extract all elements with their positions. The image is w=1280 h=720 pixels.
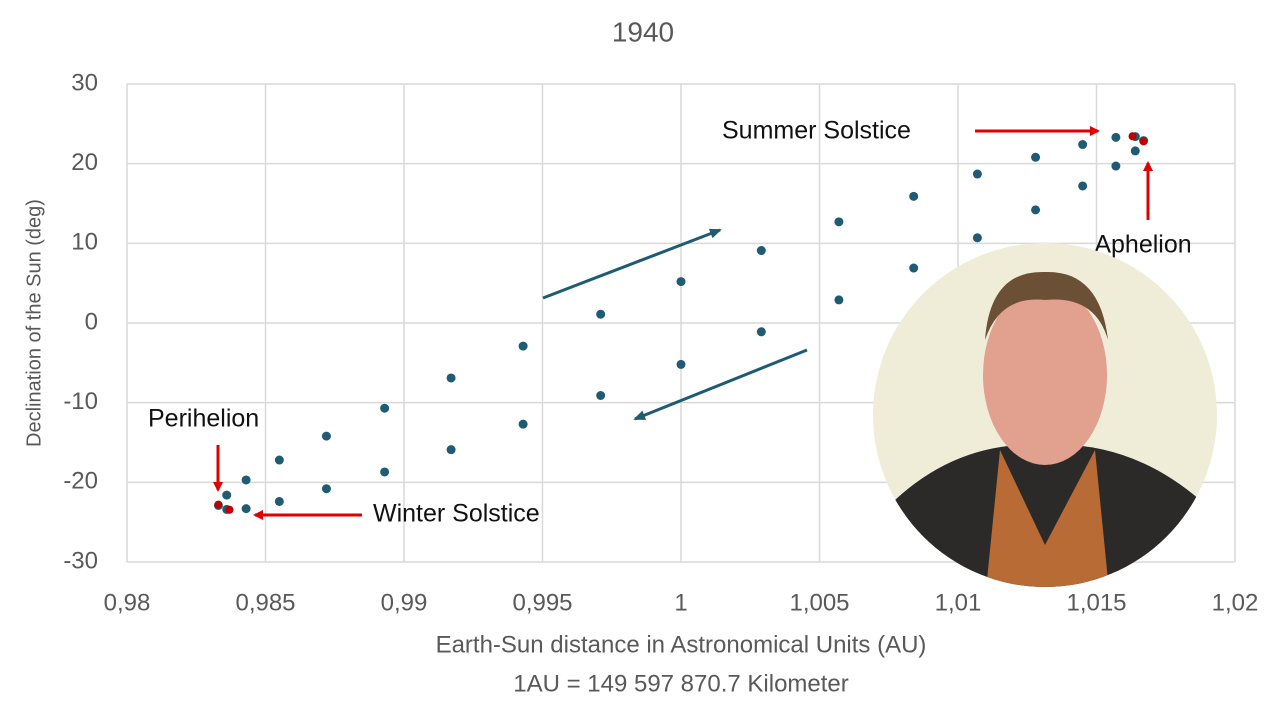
hair [985,271,1108,340]
point [834,217,844,227]
point [676,277,686,287]
y-tick-label: 0 [85,308,98,335]
x-tick-label: 0,98 [104,589,151,616]
point [380,467,390,477]
face [983,285,1107,465]
point [1078,181,1088,191]
annotation: Summer Solstice [722,117,911,145]
y-tick-label: 30 [71,69,98,96]
point [596,309,606,319]
x-tick-label: 0,995 [512,589,572,616]
webcam [873,243,1217,587]
point [321,484,331,494]
annotation: Winter Solstice [373,500,540,528]
y-tick-label: 10 [71,229,98,256]
arrow [542,228,722,300]
point [1111,161,1121,171]
x-axis-note: 1AU = 149 597 870.7 Kilometer [513,670,849,697]
point [518,341,528,351]
annotation: Aphelion [1094,231,1191,259]
y-tick-label: -30 [63,547,98,574]
point [596,390,606,400]
point [1078,140,1088,150]
point [518,419,528,429]
x-tick-label: 1,015 [1066,589,1126,616]
point [274,455,284,465]
x-axis-title: Earth-Sun distance in Astronomical Units… [436,631,927,658]
x-tick-label: 1,02 [1212,589,1259,616]
point [756,327,766,337]
point [909,191,919,201]
x-tick-label: 1,005 [789,589,849,616]
shirt [985,450,1110,587]
point [834,295,844,305]
highlight-point [1139,137,1148,146]
point [241,475,251,485]
arrow [633,348,808,421]
x-tick-label: 1,01 [935,589,982,616]
point [446,373,456,383]
point [222,490,232,500]
points [213,132,1149,514]
x-tick-label: 0,985 [235,589,295,616]
point [274,496,284,506]
jacket [873,444,1217,587]
x-tick-label: 1 [674,589,687,616]
point [380,403,390,413]
highlight-point [214,500,223,509]
point [756,246,766,256]
point [972,233,982,243]
point [321,431,331,441]
annotation: Perihelion [148,405,259,433]
point [909,263,919,273]
point [1130,146,1140,156]
point [972,169,982,179]
point [676,359,686,369]
chart-title: 1940 [612,16,674,47]
annotation-arrows [213,126,1153,520]
x-tick-label: 0,99 [381,589,428,616]
y-tick-label: 20 [71,149,98,176]
y-tick-label: -20 [63,468,98,495]
highlight-point [225,505,234,514]
point [241,504,251,514]
point [1031,152,1041,162]
y-tick-label: -10 [63,388,98,415]
point [446,445,456,455]
direction-arrows [542,228,808,421]
point [1031,205,1041,215]
highlight-point [1128,132,1137,141]
y-axis-title: Declination of the Sun (deg) [23,199,45,447]
point [1111,132,1121,142]
